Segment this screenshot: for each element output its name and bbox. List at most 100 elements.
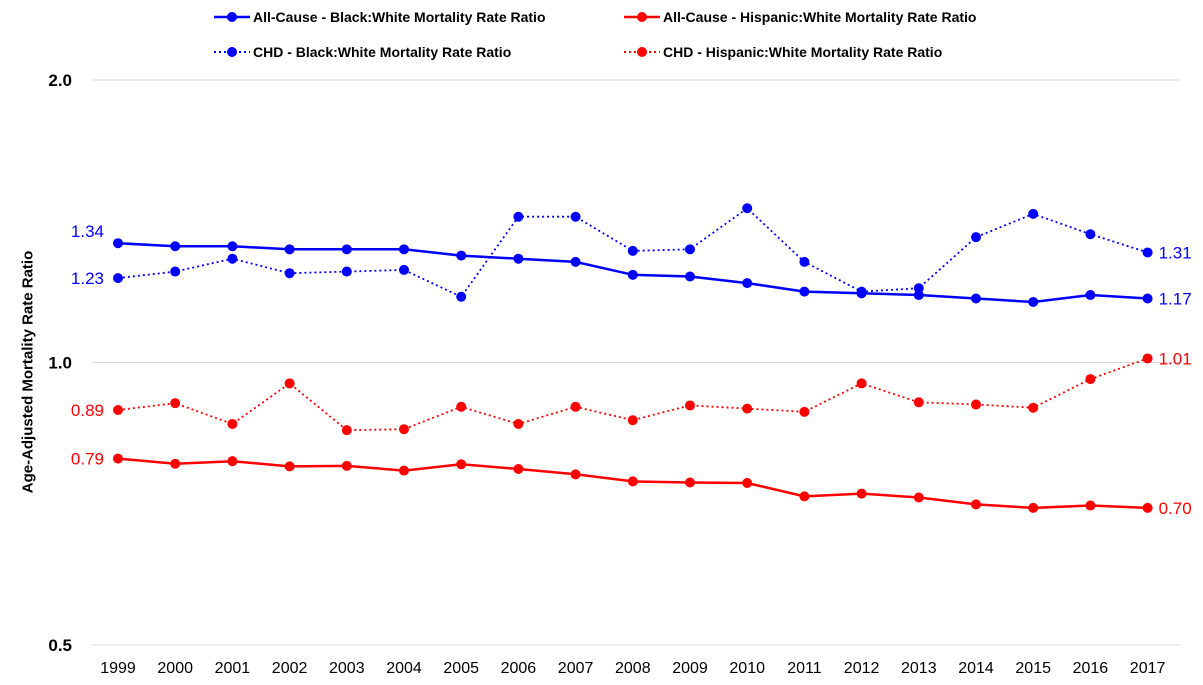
data-point — [341, 266, 352, 277]
legend-item-chd-hispanic: CHD - Hispanic:White Mortality Rate Rati… — [624, 44, 942, 60]
data-point — [227, 241, 238, 252]
data-point — [1142, 502, 1153, 513]
data-point — [1085, 374, 1096, 385]
x-tick-label: 2008 — [615, 660, 651, 677]
data-point — [1142, 353, 1153, 364]
data-point — [971, 293, 981, 304]
data-point — [1142, 293, 1153, 304]
data-point — [513, 211, 524, 222]
data-point — [170, 398, 181, 409]
data-point — [456, 291, 467, 302]
legend: All-Cause - Black:White Mortality Rate R… — [0, 0, 1203, 70]
data-label: 1.01 — [1159, 349, 1192, 368]
legend-item-allcause-black: All-Cause - Black:White Mortality Rate R… — [214, 9, 546, 25]
data-point — [913, 283, 924, 294]
data-point — [341, 460, 352, 471]
data-point — [971, 499, 981, 510]
data-point — [113, 453, 123, 464]
x-tick-label: 2001 — [215, 660, 251, 677]
x-tick-label: 2003 — [329, 660, 365, 677]
data-point — [513, 464, 524, 475]
data-point — [513, 418, 524, 429]
data-point — [227, 456, 238, 467]
data-point — [627, 476, 638, 487]
data-point — [399, 244, 409, 255]
data-point — [284, 378, 295, 389]
data-point — [742, 478, 753, 489]
legend-label: All-Cause - Hispanic:White Mortality Rat… — [663, 9, 977, 25]
data-point — [685, 244, 695, 255]
data-label: 1.17 — [1159, 290, 1192, 309]
data-point — [1028, 208, 1039, 219]
data-point — [113, 404, 123, 415]
y-tick-label: 1.0 — [48, 354, 72, 373]
x-tick-label: 2000 — [157, 660, 193, 677]
data-point — [1028, 297, 1039, 308]
data-point — [856, 286, 867, 297]
data-point — [456, 401, 467, 412]
data-point — [685, 477, 695, 488]
data-label: 0.70 — [1159, 499, 1192, 518]
data-point — [399, 264, 409, 275]
data-point — [341, 244, 352, 255]
data-point — [685, 400, 695, 411]
data-point — [227, 253, 238, 264]
x-tick-label: 2015 — [1015, 660, 1051, 677]
legend-swatch-allcause-hispanic — [624, 12, 660, 22]
x-tick-label: 2012 — [844, 660, 880, 677]
x-tick-label: 2014 — [958, 660, 994, 677]
data-label: 1.23 — [71, 269, 104, 288]
x-tick-label: 2007 — [558, 660, 594, 677]
x-tick-label: 2006 — [501, 660, 537, 677]
x-tick-label: 2009 — [672, 660, 708, 677]
data-point — [113, 238, 123, 249]
data-point — [570, 401, 581, 412]
data-point — [913, 290, 924, 301]
data-point — [742, 278, 753, 289]
x-tick-label: 2016 — [1073, 660, 1109, 677]
legend-item-allcause-hispanic: All-Cause - Hispanic:White Mortality Rat… — [624, 9, 976, 25]
data-point — [284, 461, 295, 472]
y-tick-label: 0.5 — [48, 636, 72, 655]
data-point — [456, 459, 467, 470]
data-point — [570, 256, 581, 267]
data-point — [570, 469, 581, 480]
data-point — [284, 244, 295, 255]
data-point — [913, 397, 924, 408]
data-point — [742, 403, 753, 414]
legend-label: All-Cause - Black:White Mortality Rate R… — [253, 9, 546, 25]
legend-label: CHD - Black:White Mortality Rate Ratio — [253, 44, 512, 60]
x-tick-label: 2017 — [1130, 660, 1166, 677]
legend-item-chd-black: CHD - Black:White Mortality Rate Ratio — [214, 44, 511, 60]
x-tick-label: 1999 — [100, 660, 136, 677]
data-point — [456, 250, 467, 261]
x-tick-label: 2004 — [386, 660, 422, 677]
data-point — [1142, 247, 1153, 258]
data-point — [627, 415, 638, 426]
data-point — [399, 424, 409, 435]
data-point — [399, 465, 409, 476]
data-point — [971, 399, 981, 410]
data-point — [627, 269, 638, 280]
data-point — [284, 268, 295, 279]
data-point — [856, 488, 867, 499]
x-tick-label: 2013 — [901, 660, 937, 677]
data-point — [856, 378, 867, 389]
data-point — [799, 256, 810, 267]
data-point — [170, 458, 181, 469]
data-point — [341, 425, 352, 436]
data-point — [1028, 502, 1039, 513]
x-tick-label: 2011 — [787, 660, 822, 677]
data-point — [799, 491, 810, 502]
data-label: 1.34 — [71, 222, 104, 241]
data-point — [113, 273, 123, 284]
y-tick-label: 2.0 — [48, 71, 72, 90]
data-label: 0.89 — [71, 401, 104, 420]
legend-label: CHD - Hispanic:White Mortality Rate Rati… — [663, 44, 943, 60]
data-point — [1028, 402, 1039, 413]
data-point — [227, 418, 238, 429]
legend-swatch-chd-hispanic — [624, 47, 660, 57]
data-point — [971, 232, 981, 243]
